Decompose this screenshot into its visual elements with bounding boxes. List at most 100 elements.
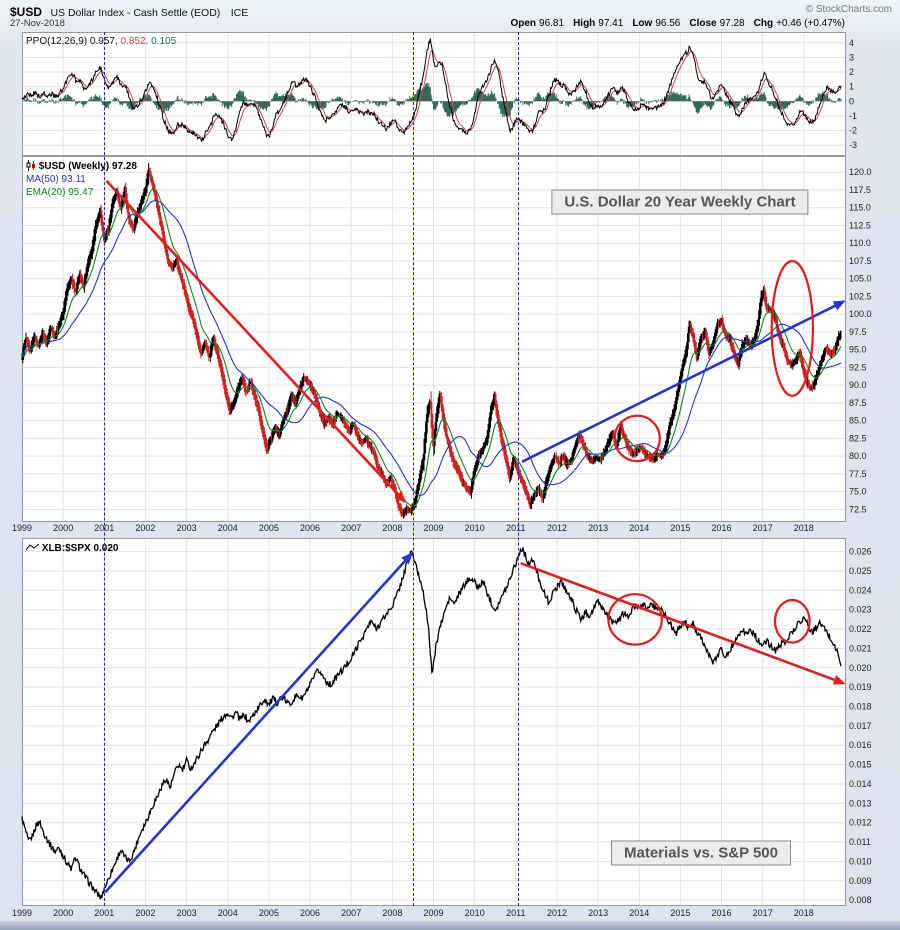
chart-subheader: 27-Nov-2018 Open 96.81 High 97.41 Low 96.56 Cl…	[10, 18, 845, 31]
y-tick-label: 0.015	[849, 760, 872, 770]
y-tick-label: 107.5	[849, 256, 872, 266]
legend-text: EMA(20) 95.47	[26, 187, 94, 198]
year-label: 2009	[423, 523, 444, 533]
candles-down	[26, 167, 836, 518]
highlight-ellipse	[607, 593, 663, 646]
year-label: 2002	[135, 523, 156, 533]
candlestick-icon	[26, 160, 35, 171]
year-label: 2004	[217, 523, 238, 533]
legend-text: 0.957,	[89, 36, 118, 47]
year-label: 2016	[711, 523, 732, 533]
year-label: 2011	[506, 908, 526, 918]
quote-chg-value: +0.46 (+0.47%)	[776, 18, 845, 29]
legend-item: PPO(12,26,9) 0.957, 0.852, 0.105	[26, 35, 176, 48]
y-tick-label: 0.023	[849, 605, 872, 615]
year-label: 2007	[341, 908, 362, 918]
legend-item: $USD (Weekly) 97.28	[26, 160, 137, 173]
y-tick-label: 112.5	[849, 220, 871, 230]
y-tick-label: 105.0	[849, 274, 872, 284]
year-label: 2006	[299, 908, 321, 918]
year-label: 2009	[423, 908, 444, 918]
y-tick-label: 0.018	[849, 702, 872, 712]
ema20-line	[21, 188, 842, 507]
footer-strip	[0, 921, 900, 930]
y-tick-label: 0.021	[849, 643, 872, 653]
y-tick-label: 95.0	[849, 345, 867, 355]
trend-arrow	[521, 300, 846, 463]
y-tick-label: 75.0	[849, 487, 867, 497]
price-legend: $USD (Weekly) 97.28 MA(50) 93.11 EMA(20) 9…	[26, 160, 137, 199]
ppo-line	[21, 38, 842, 143]
year-label: 2001	[94, 908, 115, 918]
y-tick-label: 120.0	[849, 167, 872, 177]
ppo-legend: PPO(12,26,9) 0.957, 0.852, 0.105	[26, 35, 176, 48]
y-tick-label: 0.012	[849, 818, 872, 828]
x-axis-ratio: 1999 2000 2001 2002 2003 2004 2005 2006 2007 2008…	[0, 908, 900, 920]
y-tick-label: 80.0	[849, 451, 867, 461]
year-label: 2005	[258, 908, 279, 918]
year-label: 2010	[464, 523, 485, 533]
y-tick-label: 97.5	[849, 327, 867, 337]
y-tick-label: 0.011	[849, 837, 871, 847]
ratio-legend: XLB:$SPX 0.020	[25, 542, 119, 555]
year-label: 1999	[11, 908, 33, 918]
y-tick-label: -2	[849, 126, 857, 136]
y-tick-label: 0.022	[849, 624, 872, 634]
y-tick-label: 92.5	[849, 362, 867, 372]
y-tick-label: 0.017	[849, 721, 872, 731]
year-label: 2014	[629, 908, 650, 918]
trend-arrow	[104, 552, 414, 894]
highlight-ellipse	[613, 414, 661, 463]
highlight-ellipse	[773, 598, 811, 644]
line-series-icon	[25, 543, 40, 551]
x-axis-main: 1999 2000 2001 2002 2003 2004 2005 2006 2007 2008…	[0, 523, 900, 535]
year-label: 2013	[588, 908, 609, 918]
year-label: 2018	[793, 523, 814, 533]
year-label: 2018	[793, 908, 814, 918]
y-tick-label: 0.024	[849, 585, 872, 595]
year-label: 2006	[299, 523, 321, 533]
year-label: 2013	[588, 523, 609, 533]
y-tick-label: 87.5	[849, 398, 867, 408]
highlight-ellipse	[770, 259, 815, 397]
quote-high-value: 97.41	[598, 18, 624, 29]
y-tick-label: 0.008	[849, 895, 872, 905]
usd-chart-title-box: U.S. Dollar 20 Year Weekly Chart	[551, 189, 809, 215]
y-tick-label: 85.0	[849, 416, 867, 426]
grid-lines	[23, 539, 845, 905]
y-tick-label: 0.026	[849, 547, 872, 557]
ppo-panel: 4 3 2 1 0 -1 -2 -3	[21, 32, 857, 156]
year-label: 1999	[11, 523, 33, 533]
y-tick-label: 3	[849, 52, 854, 62]
year-label: 2016	[711, 908, 732, 918]
legend-text: $USD (Weekly) 97.28	[38, 161, 137, 172]
year-label: 2015	[670, 908, 691, 918]
year-label: 2000	[53, 523, 74, 533]
quote-open-value: 96.81	[539, 18, 565, 29]
ppo-signal-line	[21, 49, 842, 139]
quote-high-label: High	[573, 18, 596, 29]
year-label: 2003	[176, 523, 197, 533]
legend-item: MA(50) 93.11	[26, 173, 137, 186]
y-tick-label: 4	[849, 38, 854, 48]
price-panel: 120.0 117.5 115.0 112.5 110.0 107.5 105.0 102.5…	[21, 156, 872, 522]
legend-item: XLB:$SPX 0.020	[25, 542, 119, 555]
ohlc-quote: Open 96.81 High 97.41 Low 96.56 Close 97.28 Chg +…	[501, 18, 845, 29]
y-tick-label: 72.5	[849, 504, 867, 514]
year-label: 2004	[217, 908, 238, 918]
year-label: 2001	[94, 523, 115, 533]
chart-header: $USD US Dollar Index - Cash Settle (EOD)…	[10, 3, 892, 19]
y-tick-label: -3	[849, 140, 857, 150]
trend-arrow	[520, 561, 846, 685]
y-tick-label: 0	[849, 96, 854, 106]
y-tick-label: 0.020	[849, 663, 872, 673]
y-tick-label: 2	[849, 67, 854, 77]
year-label: 2010	[464, 908, 485, 918]
year-label: 2012	[546, 908, 568, 918]
quote-low-label: Low	[632, 18, 653, 29]
year-label: 2000	[53, 908, 74, 918]
y-tick-label: 102.5	[849, 291, 872, 301]
legend-text: 0.852,	[117, 36, 149, 47]
y-tick-label: 0.014	[849, 779, 872, 789]
candlesticks	[21, 163, 842, 519]
